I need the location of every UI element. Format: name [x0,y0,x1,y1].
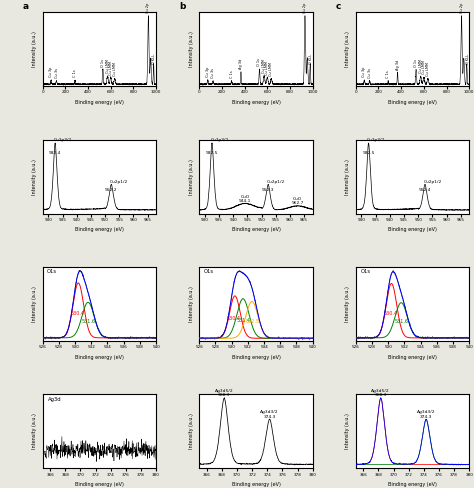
X-axis label: Binding energy (eV): Binding energy (eV) [231,355,281,360]
Text: a: a [22,2,28,11]
Text: CuO
944.1: CuO 944.1 [239,195,251,203]
Text: Cu LMM: Cu LMM [269,62,273,76]
Y-axis label: Intensity (a.u.): Intensity (a.u.) [32,286,37,322]
Text: Cu 3s: Cu 3s [368,68,372,78]
X-axis label: Binding energy (eV): Binding energy (eV) [388,100,437,105]
X-axis label: Binding energy (eV): Binding energy (eV) [388,482,437,487]
Text: Cu2p1/2: Cu2p1/2 [424,180,442,184]
Text: O 1s: O 1s [414,59,418,67]
Y-axis label: Intensity (a.u.): Intensity (a.u.) [189,31,194,67]
Y-axis label: Intensity (a.u.): Intensity (a.u.) [189,159,194,195]
X-axis label: Binding energy (eV): Binding energy (eV) [75,100,124,105]
Text: Cu2p3/2: Cu2p3/2 [210,138,229,142]
X-axis label: Binding energy (eV): Binding energy (eV) [231,482,281,487]
Text: Cu LMM: Cu LMM [106,60,109,73]
Text: Cu LMM: Cu LMM [109,61,113,75]
Y-axis label: Intensity (a.u.): Intensity (a.u.) [32,413,37,449]
Y-axis label: Intensity (a.u.): Intensity (a.u.) [345,286,350,322]
Y-axis label: Intensity (a.u.): Intensity (a.u.) [189,286,194,322]
Text: Cu LMM: Cu LMM [422,61,426,75]
Text: O KLL: O KLL [309,54,313,64]
Text: O KLL: O KLL [153,54,156,64]
Text: 952.4: 952.4 [419,188,431,192]
Text: 530.4: 530.4 [383,311,397,316]
Text: 532.5: 532.5 [246,319,260,324]
Y-axis label: Intensity (a.u.): Intensity (a.u.) [32,31,37,67]
Text: Ag3d5/2
368.3: Ag3d5/2 368.3 [372,389,390,397]
Text: Cu LMM: Cu LMM [262,60,266,73]
Text: O1s: O1s [47,269,57,274]
Text: O1s: O1s [360,269,371,274]
Text: Cu2p3/2: Cu2p3/2 [54,138,72,142]
X-axis label: Binding energy (eV): Binding energy (eV) [388,355,437,360]
Text: O1s: O1s [204,269,214,274]
Text: Cu2p1/2: Cu2p1/2 [110,180,128,184]
Text: Cu LMM: Cu LMM [265,61,269,75]
Text: Cu 3p: Cu 3p [206,67,210,78]
Text: 531.6: 531.6 [395,319,409,324]
Text: 932.5: 932.5 [206,151,218,155]
Y-axis label: Intensity (a.u.): Intensity (a.u.) [345,31,350,67]
Text: Cu2p1/2: Cu2p1/2 [267,180,285,184]
X-axis label: Binding energy (eV): Binding energy (eV) [75,227,124,232]
Text: Ag 3d: Ag 3d [239,59,243,69]
X-axis label: Binding energy (eV): Binding energy (eV) [231,100,281,105]
Text: C 1s: C 1s [73,69,77,77]
Text: C 1s: C 1s [386,70,390,78]
Y-axis label: Intensity (a.u.): Intensity (a.u.) [32,159,37,195]
X-axis label: Binding energy (eV): Binding energy (eV) [75,482,124,487]
Text: c: c [336,2,341,11]
X-axis label: Binding energy (eV): Binding energy (eV) [75,355,124,360]
Text: Cu 2p: Cu 2p [146,2,150,13]
Text: Ag3d3/2
374.3: Ag3d3/2 374.3 [417,410,436,419]
Text: O KLL: O KLL [465,54,470,64]
Text: Cu LMM: Cu LMM [426,62,430,76]
Text: Cu 2p: Cu 2p [460,2,464,13]
Text: Cu 3p: Cu 3p [49,67,53,77]
Text: Ag3d5/2
368.3: Ag3d5/2 368.3 [215,389,234,398]
Text: 530.4: 530.4 [227,316,241,322]
Text: Cu LMM: Cu LMM [113,62,117,76]
Text: Cu 3s: Cu 3s [55,68,58,78]
Text: Cu LMM: Cu LMM [419,60,423,73]
X-axis label: Binding energy (eV): Binding energy (eV) [231,227,281,232]
Text: b: b [179,2,185,11]
Text: Cu 2p: Cu 2p [303,3,307,13]
Text: 932.5: 932.5 [362,151,375,155]
Text: Ag3d3/2
374.3: Ag3d3/2 374.3 [260,410,279,419]
Text: O 1s: O 1s [257,59,262,66]
Text: 531.4: 531.4 [237,318,251,323]
Text: 531.6: 531.6 [82,319,96,324]
Y-axis label: Intensity (a.u.): Intensity (a.u.) [345,413,350,449]
Text: 952.3: 952.3 [262,188,274,192]
Text: C 1s: C 1s [229,70,234,78]
Text: 952.2: 952.2 [105,187,118,192]
Text: Cu 3s: Cu 3s [211,68,215,78]
Text: Cu 3p: Cu 3p [362,67,366,77]
Y-axis label: Intensity (a.u.): Intensity (a.u.) [189,413,194,449]
Text: CuO
962.7: CuO 962.7 [292,197,304,205]
X-axis label: Binding energy (eV): Binding energy (eV) [388,227,437,232]
Text: Ag 3d: Ag 3d [396,59,400,69]
Y-axis label: Intensity (a.u.): Intensity (a.u.) [345,159,350,195]
Text: 530.4: 530.4 [70,311,84,316]
Text: Cu2p3/2: Cu2p3/2 [367,138,385,142]
Text: O 1s: O 1s [101,59,105,67]
Text: Ag3d: Ag3d [48,397,62,402]
Text: 932.4: 932.4 [49,151,61,155]
